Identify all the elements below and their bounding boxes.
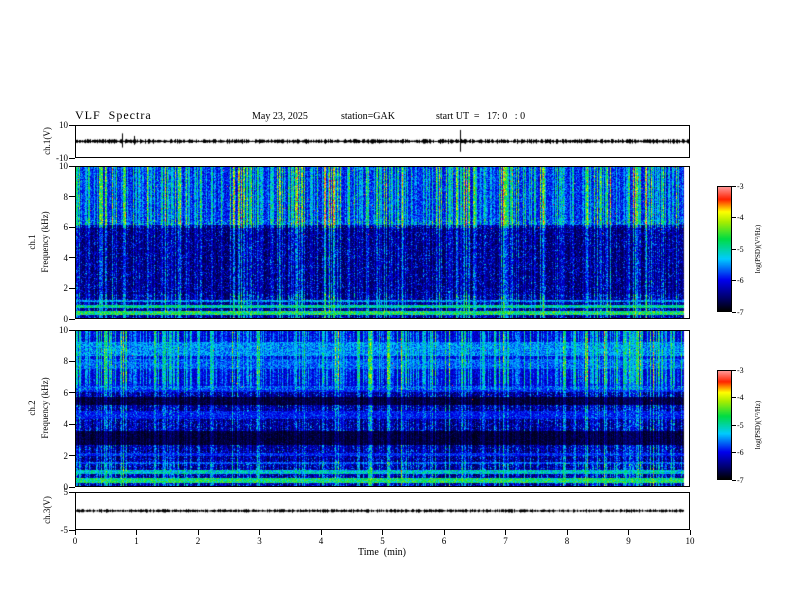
colorbar-tick-label: -5 xyxy=(737,420,744,430)
x-tick xyxy=(197,530,199,535)
y-tick-label: 4 xyxy=(63,252,69,263)
y-tick-label: 10 xyxy=(59,120,68,130)
y-tick xyxy=(69,486,75,488)
colorbar-tick xyxy=(732,280,736,281)
ch1-channel-label: ch.1 xyxy=(27,234,37,250)
x-tick-label: 10 xyxy=(685,536,695,546)
ch2-spectrogram-canvas xyxy=(76,331,689,486)
y-tick xyxy=(69,423,75,425)
ch1-voltage-axis-label: ch.1(V) xyxy=(42,127,52,155)
x-tick-label: 5 xyxy=(380,536,385,546)
x-tick xyxy=(566,530,568,535)
y-tick xyxy=(69,165,75,167)
y-tick-label: 2 xyxy=(63,450,69,461)
x-tick-label: 9 xyxy=(626,536,631,546)
y-tick xyxy=(69,257,75,259)
y-tick-label: 0 xyxy=(63,314,69,324)
ch2-frequency-axis-label: Frequency (kHz) xyxy=(40,377,50,439)
y-tick xyxy=(69,360,75,362)
colorbar-tick xyxy=(732,311,736,313)
colorbar-tick xyxy=(732,452,736,453)
x-tick-label: 4 xyxy=(318,536,324,546)
colorbar-tick-label: -6 xyxy=(737,448,744,457)
colorbar-tick xyxy=(732,185,736,187)
x-tick xyxy=(443,530,445,535)
y-tick-label: 0 xyxy=(63,482,69,492)
y-tick xyxy=(69,226,75,228)
ch1-spectrogram-panel xyxy=(75,166,690,319)
x-tick xyxy=(505,530,506,535)
y-tick xyxy=(69,392,75,394)
y-tick xyxy=(69,329,75,331)
x-tick-label: 7 xyxy=(503,536,508,546)
ch1-waveform-canvas xyxy=(76,126,689,157)
y-tick-label: 8 xyxy=(63,191,69,202)
colorbar-tick xyxy=(732,479,736,481)
x-tick-label: 3 xyxy=(257,536,262,546)
y-tick xyxy=(69,529,75,531)
y-tick xyxy=(69,287,75,289)
colorbar-tick-label: -7 xyxy=(737,475,744,485)
station-label: station=GAK xyxy=(341,111,395,122)
start-ut-label: start UT = 17: 0 : 0 xyxy=(436,111,526,122)
colorbar-tick xyxy=(732,248,736,250)
figure-title: VLF Spectra xyxy=(75,108,152,122)
ch1-waveform-panel xyxy=(75,125,690,158)
colorbar-ch1 xyxy=(717,186,732,312)
colorbar-tick-label: -7 xyxy=(737,307,744,317)
x-tick xyxy=(689,530,691,535)
colorbar-tick xyxy=(732,217,736,218)
ch1-spectrogram-canvas xyxy=(76,167,689,318)
y-tick-label: 2 xyxy=(63,283,69,294)
y-tick-label: 4 xyxy=(63,419,69,430)
y-tick-label: 8 xyxy=(63,356,69,367)
ch2-spectrogram-panel xyxy=(75,330,690,487)
colorbar-tick xyxy=(732,369,736,371)
ch3-waveform-canvas xyxy=(76,493,689,529)
ch2-channel-label: ch.2 xyxy=(27,400,37,416)
y-tick-label: 6 xyxy=(63,387,69,398)
y-tick xyxy=(69,124,75,126)
colorbar-ch2-canvas xyxy=(718,371,731,479)
y-tick xyxy=(69,455,75,457)
x-tick-label: 8 xyxy=(564,536,570,546)
y-tick xyxy=(69,318,75,320)
colorbar-ch2 xyxy=(717,370,732,480)
date-label: May 23, 2025 xyxy=(252,111,308,122)
y-tick xyxy=(69,196,75,198)
x-tick xyxy=(628,530,629,535)
x-tick xyxy=(382,530,383,535)
y-tick xyxy=(69,157,75,159)
y-tick-label: 10 xyxy=(59,325,68,335)
time-axis-label: Time (min) xyxy=(358,547,406,558)
y-tick-label: 6 xyxy=(63,222,69,233)
x-tick-label: 6 xyxy=(441,536,447,546)
y-tick-label: -10 xyxy=(56,153,68,163)
colorbar-tick-label: -5 xyxy=(737,244,744,254)
y-tick-label: -5 xyxy=(60,525,69,535)
x-tick-label: 2 xyxy=(195,536,201,546)
colorbar-tick-label: -3 xyxy=(737,181,744,191)
y-tick-label: 5 xyxy=(63,487,69,497)
x-tick xyxy=(320,530,322,535)
x-tick-label: 0 xyxy=(72,536,78,546)
colorbar-tick-label: -4 xyxy=(737,393,744,402)
colorbar-tick xyxy=(732,397,736,398)
colorbar-tick-label: -4 xyxy=(737,213,744,222)
y-tick xyxy=(69,491,75,493)
ch3-waveform-panel xyxy=(75,492,690,530)
colorbar-tick xyxy=(732,424,736,426)
colorbar-tick-label: -6 xyxy=(737,276,744,285)
ch3-voltage-axis-label: ch.3(V) xyxy=(42,496,52,524)
x-tick xyxy=(259,530,260,535)
colorbar-tick-label: -3 xyxy=(737,365,744,375)
x-tick xyxy=(136,530,137,535)
colorbar-ch1-canvas xyxy=(718,187,731,311)
ch1-frequency-axis-label: Frequency (kHz) xyxy=(40,211,50,273)
y-tick-label: 10 xyxy=(59,161,68,171)
x-tick xyxy=(74,530,76,535)
x-tick-label: 1 xyxy=(134,536,139,546)
